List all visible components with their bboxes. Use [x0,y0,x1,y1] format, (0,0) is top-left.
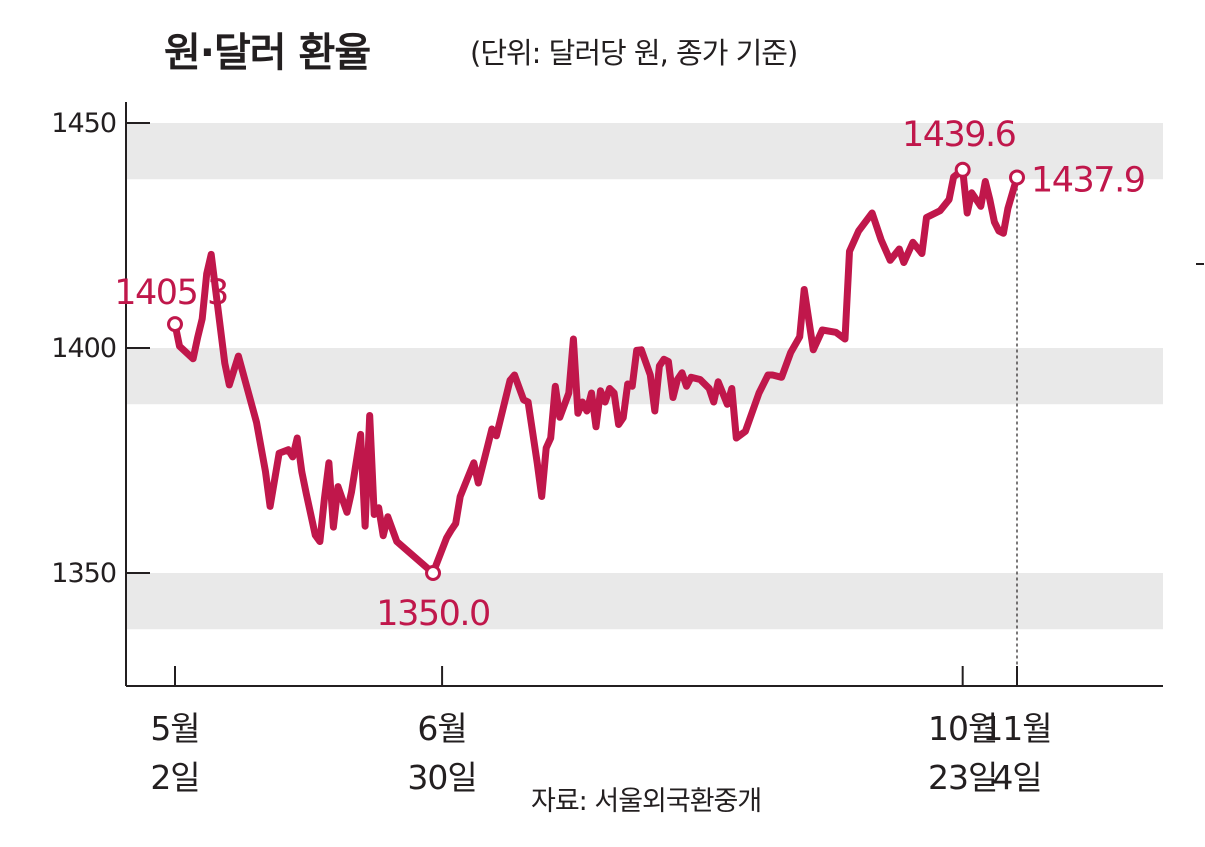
annotation-labels: 1405.3 1350.0 1439.6 1437.9 [114,115,1146,634]
axes [125,102,1204,687]
background-band [127,123,1163,180]
chart-title: 원·달러 환율 [164,30,370,76]
x-tick-label: 10월 23일 [928,709,997,797]
annotation-marker [954,161,971,178]
y-tick-label: 1450 [51,108,116,139]
annotation-marker [1009,169,1025,186]
annotation-marker [167,316,183,333]
y-axis-ticks: 1350 1400 1450 [51,108,150,589]
annotation-markers [167,161,1025,581]
annotation-label: 1437.9 [1031,160,1144,200]
annotation-label: 1405.3 [114,273,227,313]
y-tick-label: 1400 [51,333,116,364]
annotation-label: 1439.6 [902,115,1016,155]
source-note: 자료: 서울외국환중개 [531,786,761,817]
background-band [127,573,1163,630]
y-tick-label: 1350 [51,558,116,589]
annotation-marker [425,565,442,581]
series-line [171,166,1021,577]
x-tick-label: 6월 30일 [407,709,476,797]
x-tick-label: 11월 4일 [982,709,1051,797]
annotation-label: 1350.0 [376,594,489,634]
x-tick-label: 5월 2일 [150,709,199,797]
chart-subtitle: (단위: 달러당 원, 종가 기준) [470,36,797,70]
